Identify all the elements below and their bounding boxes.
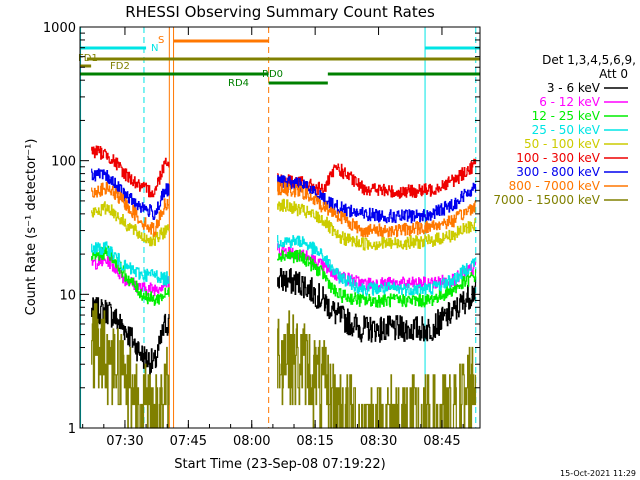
series-line [91, 181, 170, 237]
footer-date: 15-Oct-2021 11:29 [560, 469, 636, 478]
legend-entry-label: 6 - 12 keV [539, 95, 601, 109]
series-line [91, 145, 170, 198]
plot-area: NS FD1 FD2 RD0 RD4 [78, 27, 480, 429]
x-tick-label: 08:30 [360, 434, 397, 449]
series-line [91, 168, 170, 220]
flag-bar-label: S [158, 35, 164, 46]
flag-bar-label: FD2 [110, 61, 130, 72]
x-tick-label: 07:45 [170, 434, 207, 449]
legend-header-detectors: Det 1,3,4,5,6,9, [542, 53, 636, 67]
legend-entry-label: 800 - 7000 keV [509, 179, 601, 193]
series-line [277, 235, 477, 297]
legend-entry-label: 7000 - 15000 keV [493, 193, 600, 207]
y-axis-label: Count Rate (s⁻¹ detector⁻¹) [24, 139, 39, 316]
x-tick-label: 07:30 [106, 434, 143, 449]
legend-entry-label: 12 - 25 keV [532, 109, 601, 123]
legend-entry-label: 25 - 50 keV [532, 123, 601, 137]
series-line [91, 245, 170, 306]
y-tick-label: 1 [68, 422, 76, 437]
x-tick-label: 08:15 [296, 434, 333, 449]
legend-entry-label: 100 - 300 keV [516, 151, 600, 165]
x-axis-label: Start Time (23-Sep-08 07:19:22) [174, 457, 385, 472]
flag-bar-label: RD0 [262, 69, 283, 80]
series-line [277, 158, 477, 199]
y-tick-label: 10 [59, 288, 76, 303]
y-tick-label: 100 [51, 155, 76, 170]
y-tick-label: 1000 [43, 21, 76, 36]
legend-entry-label: 300 - 800 keV [516, 165, 600, 179]
chart-title: RHESSI Observing Summary Count Rates [125, 3, 435, 21]
flag-bar-label: FD1 [78, 53, 98, 64]
legend-entry-label: 3 - 6 keV [547, 81, 601, 95]
series-line [277, 249, 477, 308]
series-line [91, 201, 170, 247]
flag-bar-label: N [151, 43, 158, 54]
x-tick-label: 08:45 [423, 434, 460, 449]
series-line [277, 268, 477, 343]
flag-bar-label: RD4 [228, 78, 249, 89]
x-tick-label: 08:00 [233, 434, 270, 449]
axes: 07:30 07:45 08:00 08:15 08:30 08:45 1 10 100 1000 [43, 21, 481, 449]
series-line [277, 181, 477, 238]
legend-header-attenuator: Att 0 [599, 67, 628, 81]
series-line [277, 198, 477, 251]
plot-frame [79, 26, 481, 429]
legend-entry-label: 50 - 100 keV [524, 137, 601, 151]
series-line [91, 241, 170, 286]
series-line [91, 303, 170, 429]
